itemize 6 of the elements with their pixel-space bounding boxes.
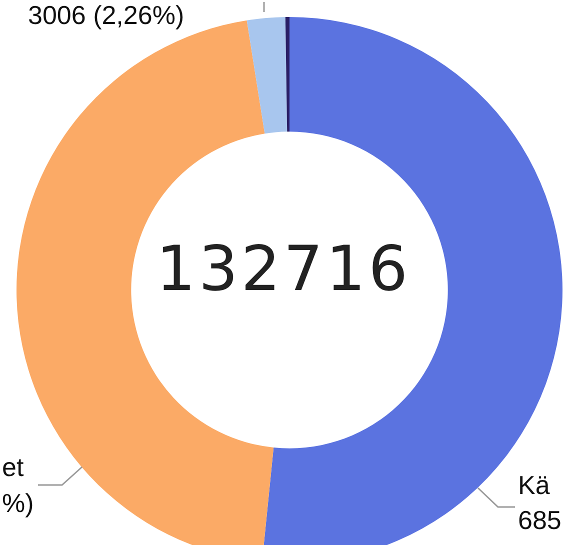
text: 132716 (155, 232, 412, 305)
text: Kä (518, 470, 550, 500)
text: %) (2, 488, 34, 518)
text: 3006 (2,26%) (28, 0, 184, 30)
text: 685 (518, 505, 562, 535)
text: et (2, 452, 24, 482)
